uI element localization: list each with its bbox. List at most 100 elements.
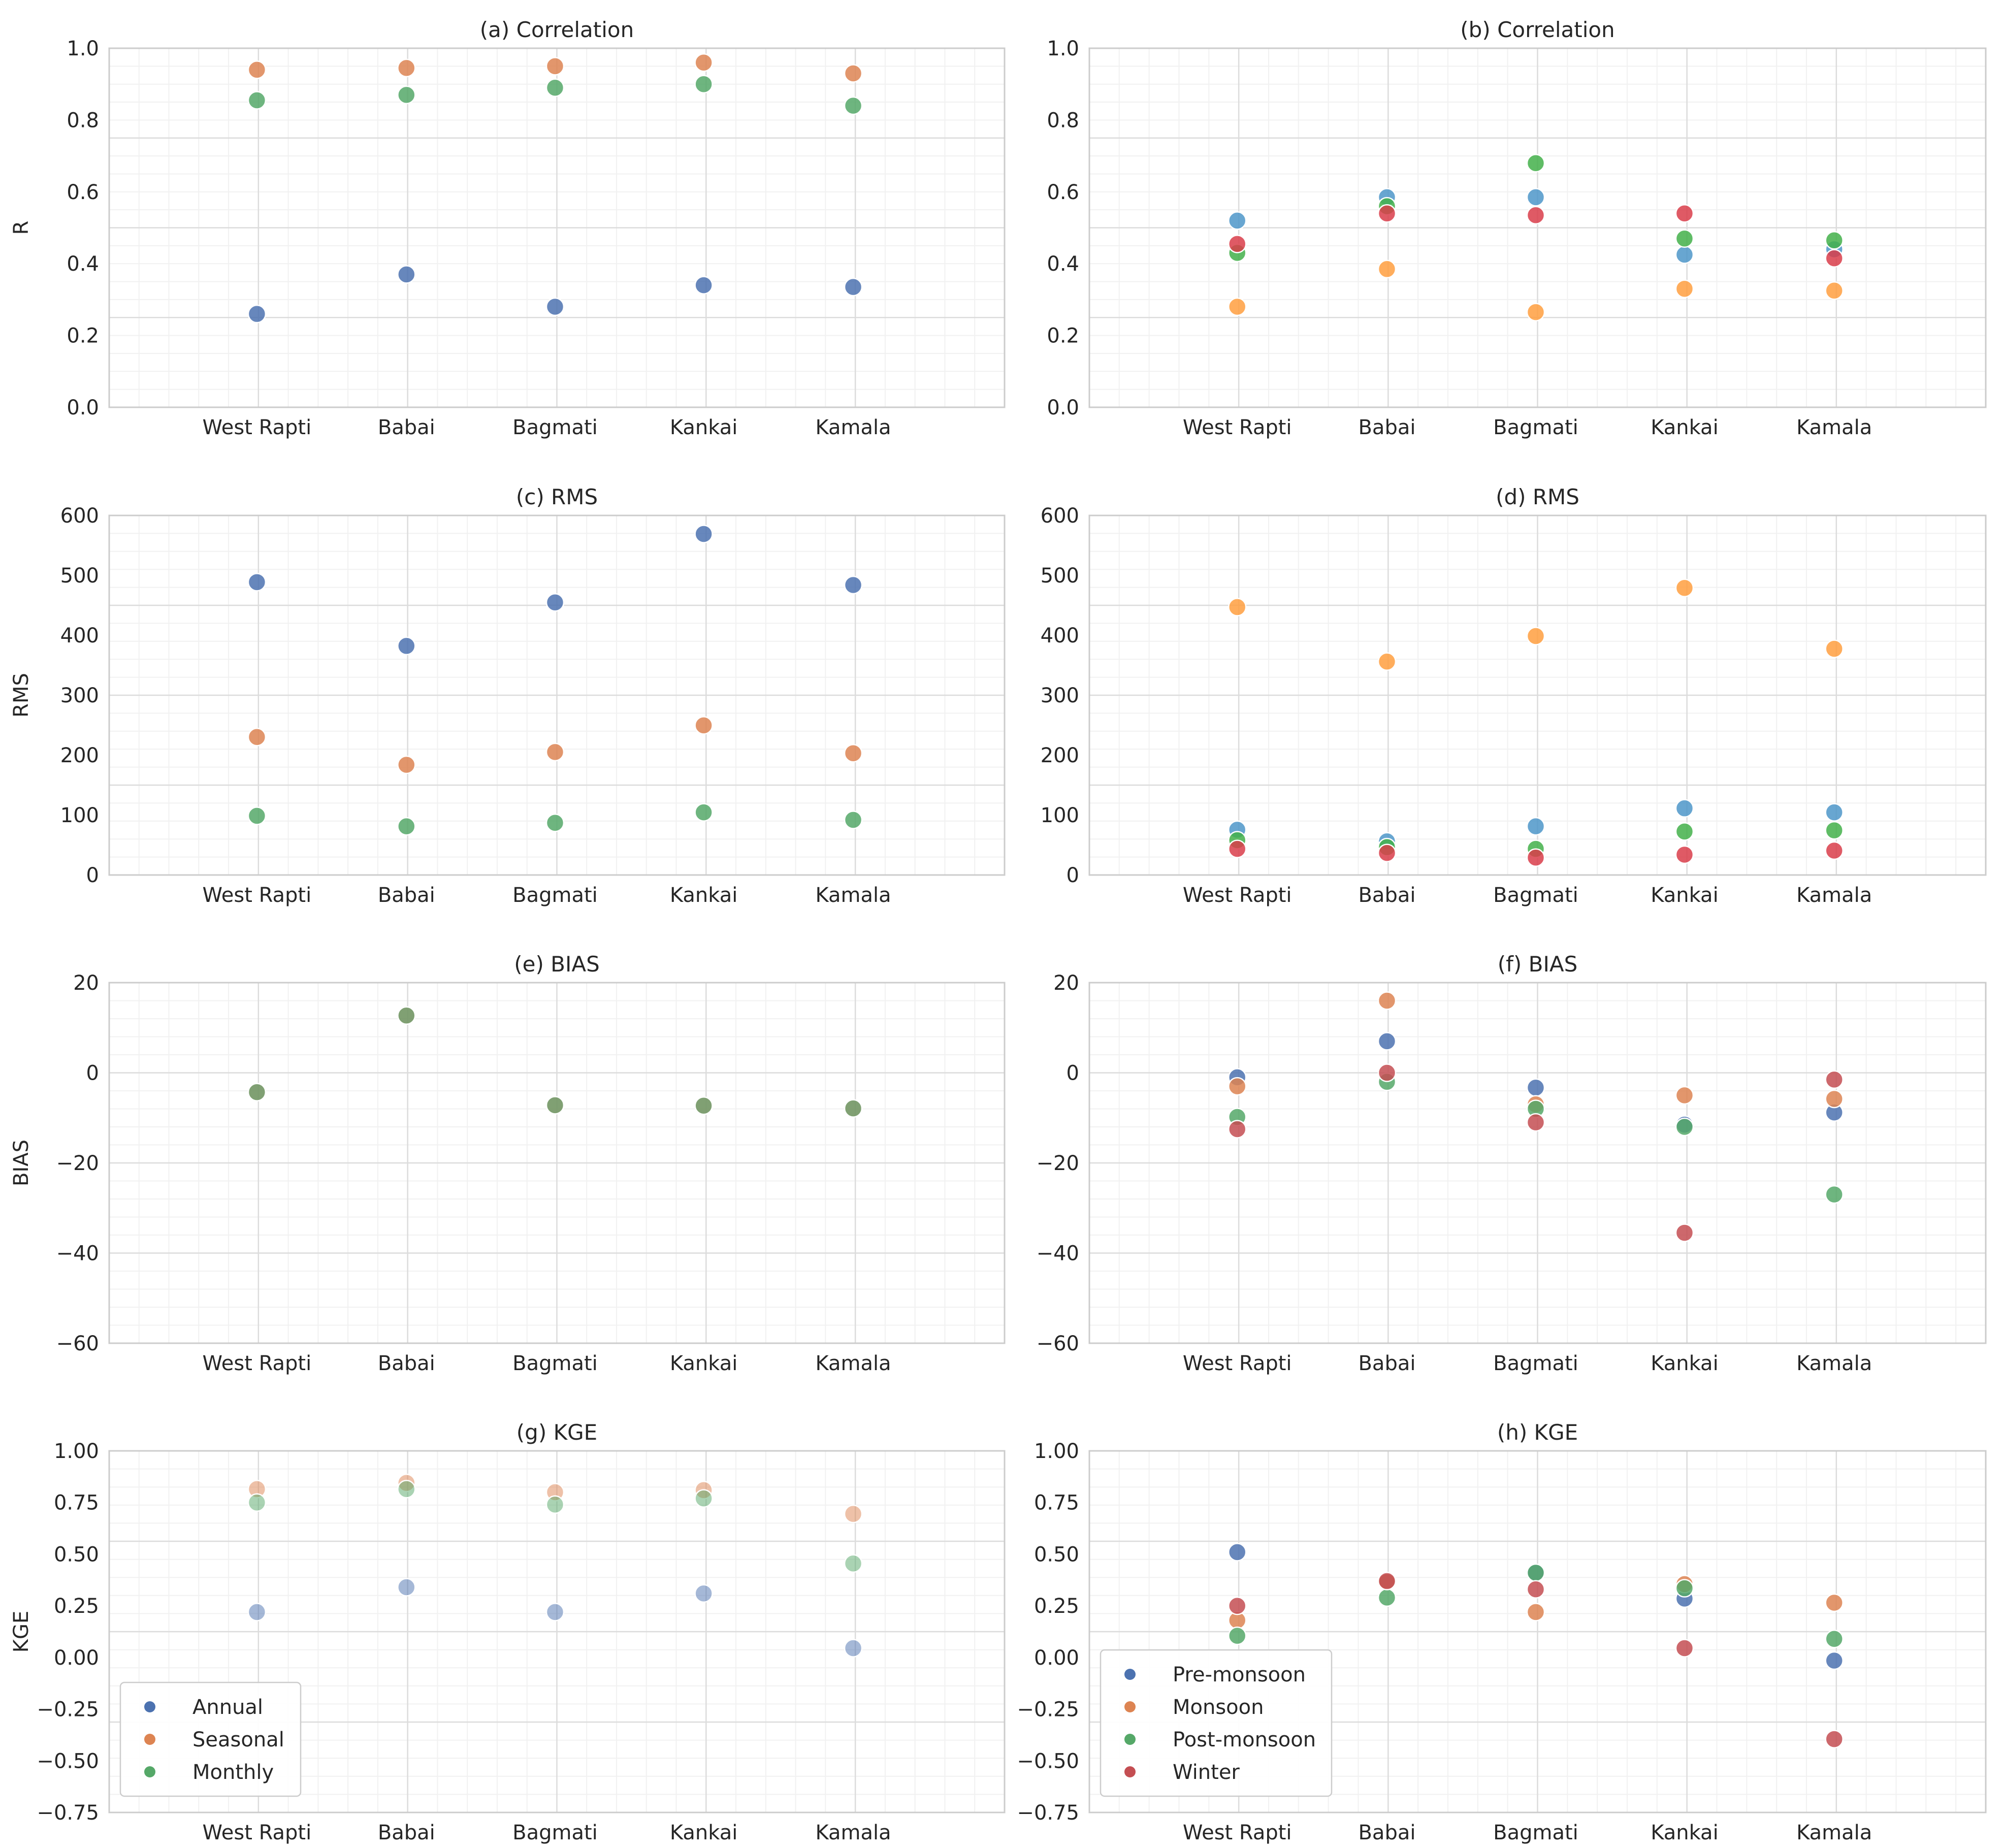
y-tick-label: −0.25: [37, 1698, 99, 1722]
data-points: [1227, 578, 1844, 867]
x-tick-label: Kankai: [670, 1352, 737, 1375]
data-point: [397, 85, 416, 105]
data-point: [1675, 245, 1694, 264]
data-point: [247, 806, 267, 825]
legend-marker: [1124, 1701, 1136, 1712]
y-tick-label: 500: [1041, 564, 1079, 588]
data-point: [247, 91, 267, 110]
y-tick-label: 0.00: [54, 1646, 99, 1670]
x-tick-label: Kankai: [670, 416, 737, 439]
data-point: [1227, 235, 1247, 253]
y-tick-label: 0.8: [1047, 109, 1079, 132]
data-point: [1227, 1543, 1247, 1562]
x-tick-label: Babai: [378, 1352, 435, 1375]
data-point: [247, 304, 267, 323]
data-point: [1526, 153, 1545, 173]
legend-marker: [144, 1701, 155, 1712]
data-point: [844, 575, 863, 595]
panel-title: (b) Correlation: [1460, 17, 1614, 42]
data-point: [694, 803, 713, 822]
x-tick-label: Kankai: [1651, 416, 1718, 439]
data-point: [1675, 204, 1694, 223]
data-point: [1377, 1572, 1397, 1591]
data-point: [397, 1480, 416, 1499]
y-tick-label: 0.25: [54, 1595, 99, 1618]
x-tick-label: West Rapti: [203, 1352, 312, 1375]
y-tick-label: −20: [56, 1152, 99, 1175]
legend-marker: [144, 1734, 155, 1745]
data-point: [545, 1495, 565, 1514]
x-tick-label: Bagmati: [512, 1352, 598, 1375]
plot-frame: [1088, 514, 1987, 876]
data-point: [1377, 844, 1397, 862]
y-tick-label: 0.2: [67, 325, 99, 348]
data-point: [545, 297, 565, 316]
data-point: [1227, 1596, 1247, 1615]
data-points: [247, 1006, 863, 1118]
data-point: [694, 75, 713, 93]
legend-marker: [1124, 1669, 1136, 1680]
y-tick-label: 1.00: [1034, 1440, 1079, 1463]
data-points: [1227, 153, 1844, 321]
y-tick-label: 0: [1067, 864, 1079, 887]
data-point: [545, 78, 565, 98]
data-point: [1825, 249, 1844, 268]
data-point: [1675, 1086, 1694, 1105]
x-tick-label: Kamala: [815, 416, 891, 439]
x-tick-label: Bagmati: [1493, 416, 1578, 439]
x-tick-label: West Rapti: [1183, 884, 1292, 907]
data-point: [1825, 639, 1844, 658]
y-tick-label: −0.50: [37, 1749, 99, 1773]
data-point: [1526, 1113, 1545, 1132]
data-point: [1227, 1120, 1247, 1139]
data-point: [397, 1578, 416, 1597]
plot-frame: [108, 1450, 1006, 1813]
legend-label: Post-monsoon: [1173, 1728, 1316, 1752]
data-point: [1227, 211, 1247, 230]
data-point: [247, 1083, 267, 1101]
y-tick-label: 0.6: [1047, 181, 1079, 204]
data-points: [247, 1473, 863, 1658]
legend-label: Monthly: [192, 1761, 274, 1784]
data-point: [1377, 260, 1397, 279]
y-tick-label: −0.75: [37, 1801, 99, 1825]
y-tick-label: 600: [1041, 504, 1079, 528]
panel-2: (b) Correlation 0.0 0.2 0.4 0.6 0.8 1.0 West Ra…: [1047, 17, 1987, 439]
y-axis-label: BIAS: [10, 1140, 33, 1186]
data-point: [1675, 1639, 1694, 1658]
y-tick-label: −0.75: [1017, 1801, 1079, 1825]
data-point: [247, 573, 267, 592]
data-point: [1675, 1579, 1694, 1598]
plot-frame: [1088, 47, 1987, 408]
data-point: [694, 1489, 713, 1508]
data-point: [1825, 1070, 1844, 1089]
panel-title: (d) RMS: [1496, 484, 1579, 509]
data-point: [545, 1096, 565, 1115]
plot-frame: [1088, 982, 1987, 1344]
legend-label: Seasonal: [192, 1728, 284, 1752]
legend-marker: [1124, 1734, 1136, 1745]
y-tick-label: 20: [1053, 971, 1079, 995]
data-point: [397, 755, 416, 774]
data-point: [694, 1584, 713, 1603]
y-tick-label: 400: [1041, 624, 1079, 647]
x-tick-label: Kankai: [670, 884, 737, 907]
plot-frame: [108, 47, 1006, 408]
data-points: [247, 525, 863, 836]
data-point: [1377, 991, 1397, 1010]
y-tick-label: 0: [1067, 1062, 1079, 1085]
data-point: [1675, 229, 1694, 248]
data-point: [397, 636, 416, 656]
panel-title: (e) BIAS: [514, 952, 600, 977]
y-tick-label: −0.50: [1017, 1749, 1079, 1773]
y-tick-label: −20: [1037, 1152, 1079, 1175]
x-tick-label: Babai: [1358, 1821, 1415, 1844]
y-tick-label: 200: [1041, 744, 1079, 767]
data-point: [545, 742, 565, 762]
data-point: [1377, 652, 1397, 671]
y-tick-label: 0.50: [54, 1543, 99, 1566]
data-point: [545, 1603, 565, 1622]
x-tick-label: Kamala: [1796, 1352, 1872, 1375]
data-point: [1825, 1629, 1844, 1648]
legend: Pre-monsoon Monsoon Post-monsoon Winter: [1100, 1649, 1333, 1797]
